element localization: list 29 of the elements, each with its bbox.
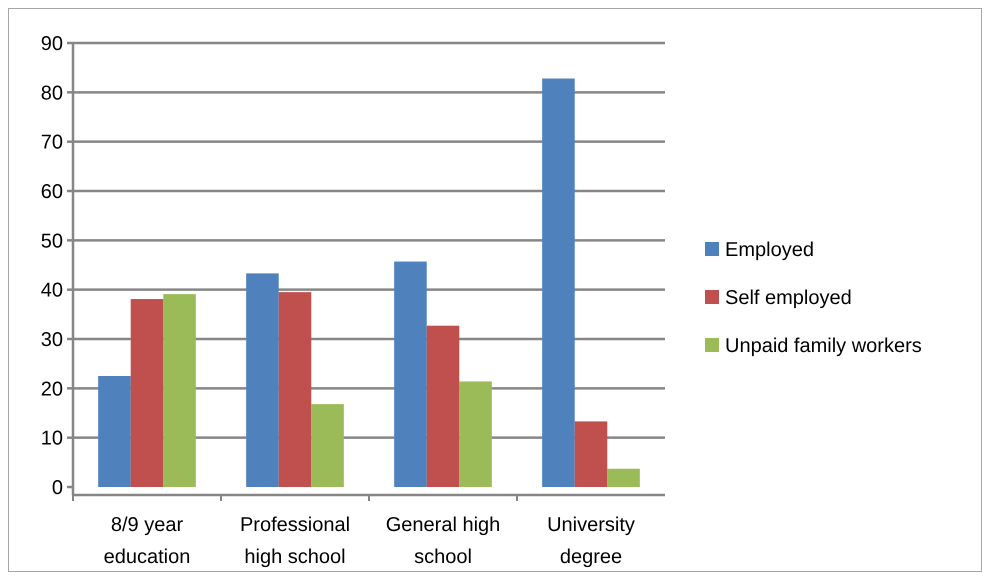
y-tick-label: 0 (52, 477, 63, 499)
legend-label: Self employed (725, 287, 852, 309)
y-tick-label: 20 (40, 378, 63, 400)
bar (542, 78, 575, 487)
bar (130, 299, 164, 487)
x-tick-label: General high school (386, 514, 500, 568)
bar (98, 376, 131, 487)
bar (246, 273, 279, 487)
bar (163, 294, 196, 487)
bar (574, 421, 608, 487)
x-tick-label: Professional high school (240, 514, 350, 568)
bar (394, 262, 427, 487)
y-tick-label: 40 (40, 280, 63, 302)
legend-label: Unpaid family workers (725, 335, 922, 357)
x-tick-label: University degree (547, 514, 635, 568)
bar (278, 292, 312, 487)
y-tick-label: 30 (40, 329, 63, 351)
bar (311, 404, 344, 487)
x-tick-label: 8/9 year education (104, 514, 190, 568)
y-tick-label: 90 (40, 33, 63, 55)
y-tick-label: 10 (40, 428, 63, 450)
y-tick-label: 60 (40, 181, 63, 203)
bar (607, 468, 640, 487)
y-tick-label: 80 (40, 82, 63, 104)
legend-label: Employed (725, 239, 814, 261)
y-tick-label: 50 (40, 230, 63, 252)
bar (426, 326, 460, 487)
bar (459, 381, 492, 487)
y-tick-label: 70 (40, 132, 63, 154)
